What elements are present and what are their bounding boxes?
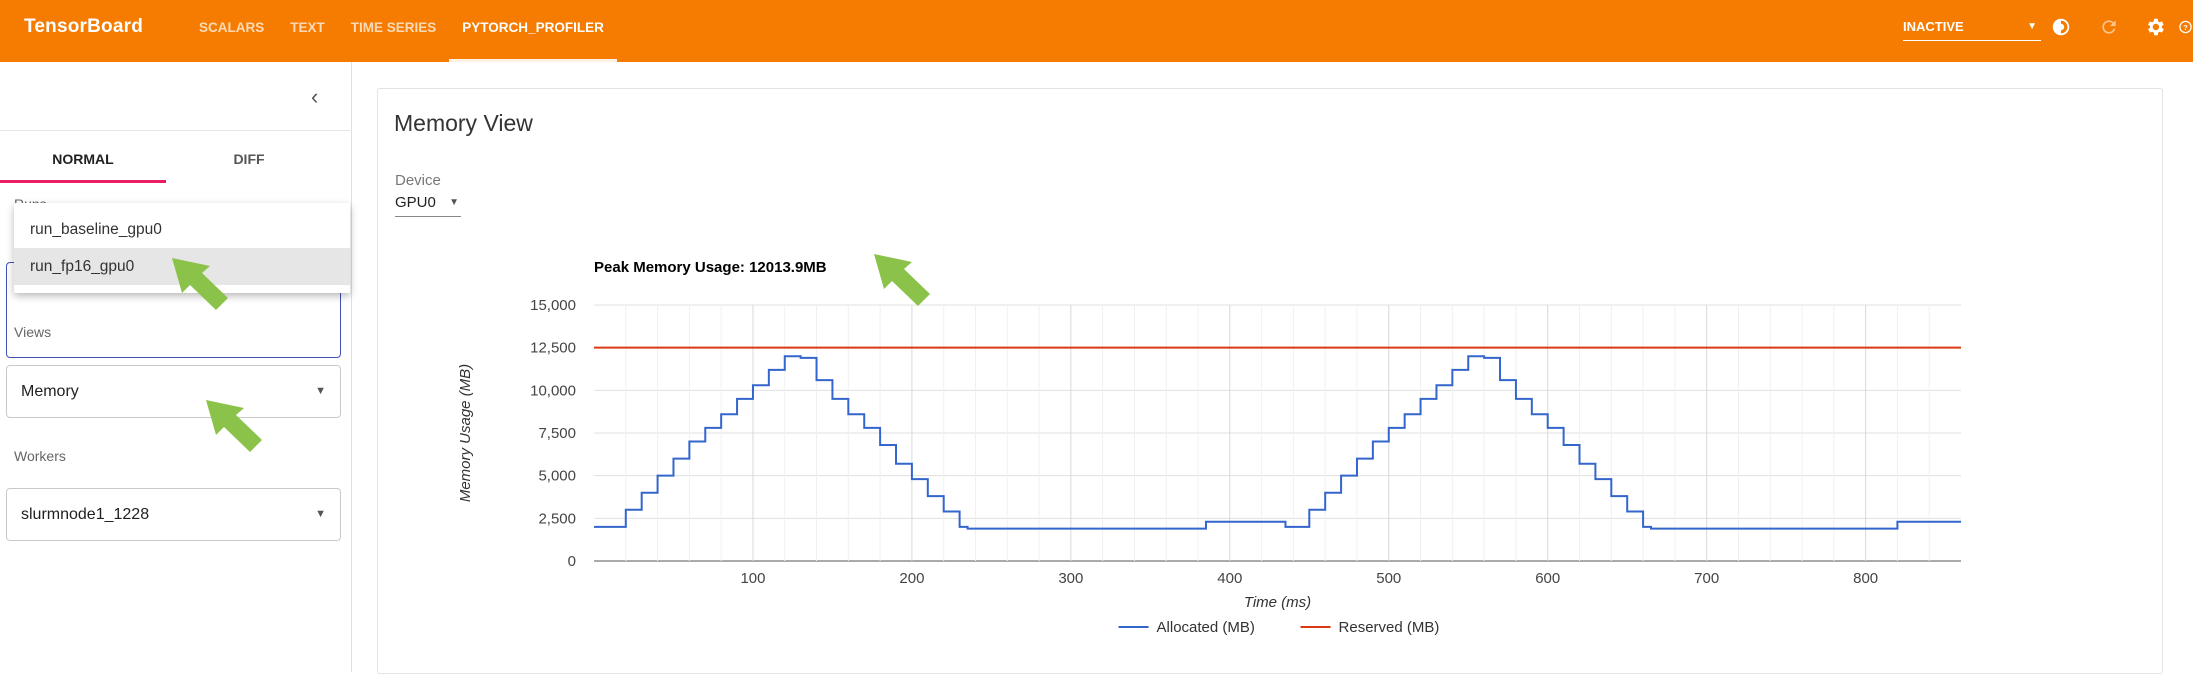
- x-tick-label: 100: [740, 570, 765, 587]
- chevron-left-icon[interactable]: ‹: [311, 84, 319, 109]
- y-axis-title: Memory Usage (MB): [457, 364, 474, 502]
- annotation-arrow-icon: [206, 400, 262, 452]
- dark-mode-icon[interactable]: [2049, 15, 2073, 39]
- series-allocated-line: [594, 355, 1961, 530]
- tab-pytorch-profiler[interactable]: PYTORCH_PROFILER: [449, 0, 617, 62]
- y-tick-label: 5,000: [538, 468, 576, 485]
- x-tick-label: 800: [1853, 570, 1878, 587]
- help-icon[interactable]: ?: [2178, 15, 2193, 39]
- chart-title: Peak Memory Usage: 12013.9MB: [594, 259, 827, 276]
- sidebar: ‹ NORMAL DIFF Runs Views Memory ▼ Worker…: [0, 62, 352, 672]
- tab-scalars[interactable]: SCALARS: [199, 20, 265, 35]
- x-tick-label: 200: [899, 570, 924, 587]
- x-tick-label: 400: [1217, 570, 1242, 587]
- device-select-value: GPU0: [395, 194, 436, 211]
- workers-select[interactable]: slurmnode1_1228 ▼: [6, 488, 341, 541]
- status-select-value: INACTIVE: [1903, 19, 1964, 34]
- y-tick-label: 12,500: [530, 340, 576, 357]
- caret-down-icon: ▼: [315, 385, 326, 397]
- caret-down-icon: ▼: [315, 508, 326, 520]
- y-tick-label: 15,000: [530, 297, 576, 314]
- status-select[interactable]: INACTIVE ▼: [1903, 14, 2041, 41]
- top-app-bar: TensorBoard SCALARS TEXT TIME SERIES PYT…: [0, 0, 2193, 62]
- x-axis-title: Time (ms): [1244, 594, 1311, 611]
- x-tick-label: 300: [1058, 570, 1083, 587]
- y-tick-label: 10,000: [530, 382, 576, 399]
- x-tick-label: 600: [1535, 570, 1560, 587]
- device-label: Device: [395, 172, 441, 189]
- legend-label-reserved: Reserved (MB): [1339, 619, 1440, 636]
- views-select-value: Memory: [21, 383, 79, 400]
- caret-down-icon: ▼: [449, 197, 459, 208]
- tab-time-series[interactable]: TIME SERIES: [350, 20, 437, 35]
- views-select[interactable]: Memory ▼: [6, 365, 341, 418]
- tab-normal[interactable]: NORMAL: [0, 146, 166, 183]
- workers-select-value: slurmnode1_1228: [21, 506, 150, 523]
- refresh-icon[interactable]: [2097, 15, 2121, 39]
- x-tick-label: 700: [1694, 570, 1719, 587]
- app-brand[interactable]: TensorBoard: [24, 16, 144, 37]
- legend-label-allocated: Allocated (MB): [1157, 619, 1255, 636]
- memory-usage-chart: 0 2,500 5,000 7,500 10,000 12,500 15,000 100 200…: [457, 259, 1961, 636]
- page-title: Memory View: [394, 110, 533, 136]
- memory-view-card: Memory View Device GPU0 ▼ 0 2,500 5,000 7,5…: [377, 88, 2163, 674]
- tab-diff[interactable]: DIFF: [233, 151, 265, 167]
- y-tick-label: 2,500: [538, 510, 576, 527]
- caret-down-icon: ▼: [2027, 21, 2037, 32]
- divider: [0, 130, 350, 131]
- device-select[interactable]: GPU0 ▼: [395, 192, 461, 217]
- workers-label: Workers: [14, 448, 66, 464]
- y-tick-label: 0: [568, 553, 576, 570]
- runs-option[interactable]: run_baseline_gpu0: [30, 221, 162, 238]
- annotation-arrow-icon: [874, 254, 930, 306]
- tab-text[interactable]: TEXT: [290, 20, 325, 35]
- settings-icon[interactable]: [2143, 15, 2167, 39]
- svg-text:?: ?: [2183, 23, 2188, 32]
- top-nav: SCALARS TEXT TIME SERIES PYTORCH_PROFILE…: [186, 0, 617, 62]
- y-tick-label: 7,500: [538, 425, 576, 442]
- x-tick-label: 500: [1376, 570, 1401, 587]
- views-label: Views: [14, 324, 52, 340]
- annotation-arrow-icon: [172, 258, 228, 310]
